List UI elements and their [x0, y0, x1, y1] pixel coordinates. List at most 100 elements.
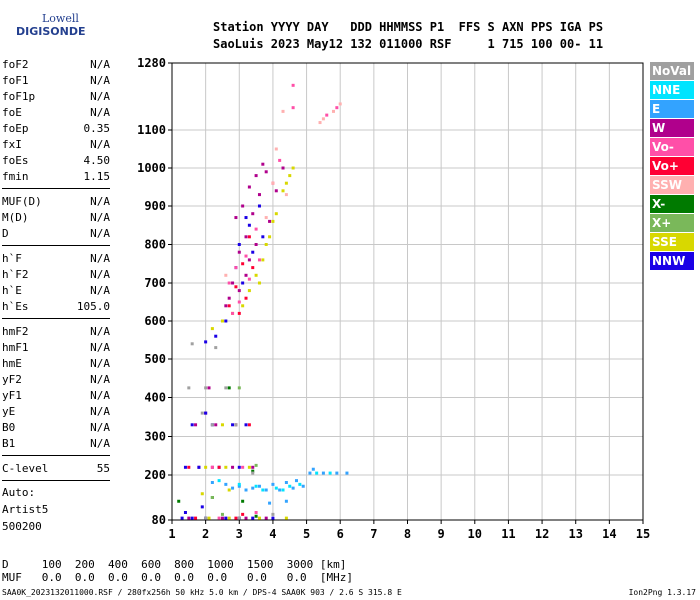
data-point-noval [251, 471, 255, 475]
data-point-vo [244, 296, 248, 300]
footer-muf-row: MUF 0.0 0.0 0.0 0.0 0.0 0.0 0.0 0.0 [MHz… [2, 571, 353, 584]
data-point-nnw [244, 423, 248, 427]
footer-distance-row: D 100 200 400 600 800 1000 1500 3000 [km… [2, 558, 347, 571]
legend-item-vo: Vo+ [650, 157, 694, 175]
data-point-vo [325, 113, 329, 117]
data-point-e [301, 484, 305, 488]
data-point-vo [237, 311, 241, 315]
data-point-x [241, 499, 245, 503]
param-row-fmin: fmin 1.15 [2, 168, 110, 184]
legend-item-vo: Vo- [650, 138, 694, 156]
data-point-e [321, 471, 325, 475]
data-point-w [281, 166, 285, 170]
header-line1: Station YYYY DAY DDD HHMMSS P1 FFS S AXN… [213, 20, 604, 34]
data-point-ssw [274, 147, 278, 151]
param-row-fof2: foF2 N/A [2, 56, 110, 72]
data-point-vo [234, 266, 238, 270]
param-row-hmf1: hmF1 N/A [2, 339, 110, 355]
data-point-e [257, 484, 261, 488]
data-point-noval [204, 386, 208, 390]
data-point-e [308, 471, 312, 475]
data-point-nnw [271, 516, 275, 520]
data-point-sse [247, 289, 251, 293]
data-point-w [257, 193, 261, 197]
param-name: C-level [2, 462, 49, 475]
data-point-e [335, 471, 339, 475]
data-point-sse [291, 166, 295, 170]
data-point-w [224, 304, 228, 308]
data-point-nnw [183, 511, 187, 514]
data-point-ssw [271, 181, 275, 185]
data-point-noval [224, 386, 228, 390]
param-name: foEp [2, 122, 29, 135]
param-value: N/A [90, 284, 110, 297]
data-point-vo [234, 516, 238, 520]
data-point-ssw [321, 117, 325, 121]
data-point-vo [231, 311, 235, 315]
data-point-e [231, 486, 235, 490]
data-point-e [284, 499, 288, 503]
logo-line1: Lowell [42, 12, 79, 25]
param-value: N/A [90, 325, 110, 338]
data-point-e [210, 481, 214, 484]
data-point-noval [214, 346, 218, 350]
data-point-vo [237, 300, 241, 304]
data-point-x [254, 514, 258, 518]
y-tick-label: 800 [144, 238, 166, 252]
data-point-vo [194, 516, 198, 520]
data-point-sse [200, 492, 204, 496]
param-value: N/A [90, 252, 110, 265]
data-point-sse [224, 465, 228, 469]
param-name: fmin [2, 170, 29, 183]
data-point-vo [241, 512, 245, 516]
data-point-nnw [204, 411, 208, 415]
param-value: 55 [96, 462, 110, 475]
data-point-noval [237, 516, 241, 520]
y-tick-label: 200 [144, 468, 166, 482]
param-value: N/A [90, 58, 110, 71]
data-point-w [207, 386, 211, 390]
data-point-nne [298, 482, 302, 486]
data-point-sse [257, 281, 261, 285]
legend-item-nne: NNE [650, 81, 694, 99]
data-point-w [251, 212, 255, 216]
param-value: N/A [90, 74, 110, 87]
data-point-w [261, 162, 265, 166]
data-point-w [237, 289, 241, 293]
data-point-w [244, 235, 248, 239]
param-row-hme: hmE N/A [2, 355, 110, 371]
param-value: N/A [90, 373, 110, 386]
param-value: N/A [90, 405, 110, 418]
param-value: N/A [90, 227, 110, 240]
data-point-nnw [224, 516, 228, 520]
param-name: foE [2, 106, 22, 119]
data-point-sse [220, 423, 224, 427]
data-point-w [254, 174, 258, 178]
data-point-ssw [284, 193, 288, 197]
param-row-d: D N/A [2, 225, 110, 241]
param-row-fxi: fxI N/A [2, 136, 110, 152]
data-point-noval [187, 386, 191, 390]
data-point-e [278, 488, 282, 492]
data-point-vo [244, 254, 248, 258]
data-point-w [244, 273, 248, 277]
legend-item-sse: SSE [650, 233, 694, 251]
data-point-sse [207, 516, 211, 520]
data-point-e [244, 488, 248, 492]
data-point-sse [241, 304, 245, 308]
data-point-sse [264, 243, 268, 246]
data-point-sse [210, 327, 214, 331]
x-tick-label: 2 [202, 527, 209, 541]
data-point-sse [281, 189, 285, 193]
data-point-e [264, 488, 268, 492]
data-point-nnw [247, 223, 251, 227]
digisonde-logo: Lowell DIGISONDE [4, 6, 85, 40]
data-point-e [294, 479, 298, 483]
data-point-nnw [200, 505, 204, 509]
data-point-nnw [251, 516, 255, 520]
data-point-vo [210, 465, 214, 469]
data-point-nnw [180, 516, 184, 520]
param-value: N/A [90, 437, 110, 450]
data-point-e [284, 481, 288, 484]
